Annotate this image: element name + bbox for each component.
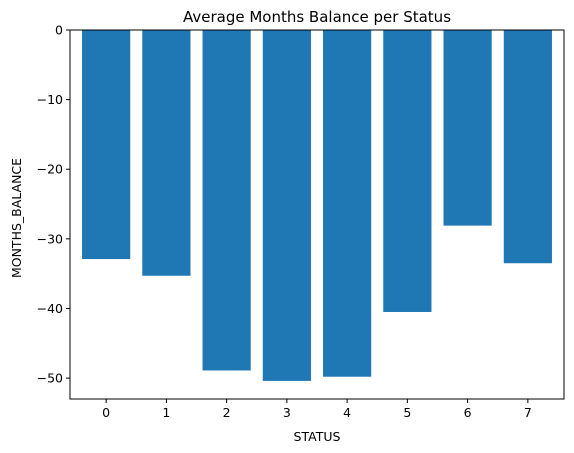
x-tick-label: 7 bbox=[524, 405, 532, 420]
y-tick-label: 0 bbox=[55, 23, 63, 38]
bar-4 bbox=[323, 30, 372, 377]
bars-group bbox=[82, 30, 552, 381]
y-axis-ticks: 0 −10 −20 −30 −40 −50 bbox=[37, 23, 70, 386]
x-tick-label: 6 bbox=[464, 405, 472, 420]
bar-1 bbox=[142, 30, 191, 276]
bar-0 bbox=[82, 30, 131, 260]
x-tick-label: 5 bbox=[403, 405, 411, 420]
plot-frame bbox=[69, 29, 565, 400]
x-tick-label: 4 bbox=[343, 405, 351, 420]
y-tick-label: −50 bbox=[37, 371, 63, 386]
x-axis-label: STATUS bbox=[294, 429, 341, 444]
y-tick-label: −30 bbox=[37, 231, 63, 246]
x-tick-label: 3 bbox=[283, 405, 291, 420]
bar-3 bbox=[262, 30, 311, 381]
x-tick-label: 0 bbox=[102, 405, 110, 420]
x-tick-label: 2 bbox=[223, 405, 231, 420]
y-tick-label: −40 bbox=[37, 301, 63, 316]
bar-2 bbox=[202, 30, 251, 371]
bar-6 bbox=[443, 30, 492, 226]
y-tick-label: −20 bbox=[37, 162, 63, 177]
x-tick-label: 1 bbox=[162, 405, 170, 420]
x-axis-ticks: 0 1 2 3 4 5 6 7 bbox=[102, 399, 532, 420]
y-tick-label: −10 bbox=[37, 92, 63, 107]
chart-title: Average Months Balance per Status bbox=[183, 8, 451, 26]
bar-7 bbox=[503, 30, 552, 264]
y-axis-label: MONTHS_BALANCE bbox=[9, 158, 24, 278]
bar-5 bbox=[383, 30, 432, 312]
